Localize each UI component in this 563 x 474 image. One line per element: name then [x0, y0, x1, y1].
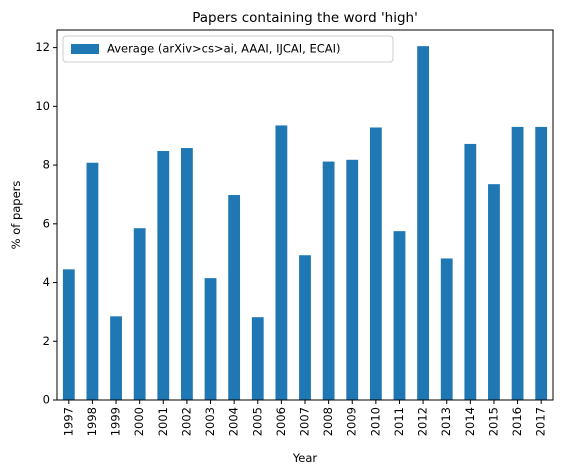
plot-frame — [56, 29, 554, 401]
x-tick-label: 2009 — [345, 407, 359, 436]
x-tick-label: 2001 — [156, 407, 170, 436]
y-tick-label: 8 — [43, 158, 50, 172]
y-tick-label: 4 — [43, 275, 50, 289]
x-tick-label: 2006 — [274, 407, 288, 436]
bar-1999 — [110, 316, 122, 400]
x-tick-label: 2017 — [534, 407, 548, 436]
bar-2015 — [488, 184, 500, 400]
y-tick-label: 6 — [43, 216, 50, 230]
bar-2007 — [299, 255, 311, 400]
bar-2014 — [464, 143, 477, 400]
x-axis-ticks: 1997 1998 1999 2000 2001 2002 2003 2004 2005 2006… — [61, 400, 548, 436]
y-axis-label: % of papers — [9, 181, 23, 250]
bar-2012 — [417, 46, 429, 401]
x-tick-label: 2010 — [368, 407, 382, 436]
bar-2009 — [346, 159, 359, 400]
bar-2010 — [369, 127, 382, 400]
x-tick-label: 2016 — [510, 407, 524, 436]
x-tick-label: 2004 — [227, 407, 241, 436]
bar-2008 — [322, 161, 335, 400]
bar-2000 — [133, 228, 146, 400]
x-tick-label: 2015 — [486, 407, 500, 436]
x-tick-label: 2007 — [298, 407, 312, 436]
legend-box — [62, 35, 394, 63]
x-tick-label: 1998 — [85, 407, 99, 436]
y-tick-label: 10 — [35, 99, 50, 113]
bar-1998 — [86, 162, 99, 400]
x-tick-label: 2000 — [132, 407, 146, 436]
bar-1997 — [62, 269, 75, 400]
x-tick-label: 2003 — [203, 407, 217, 436]
y-axis-ticks: 0 2 4 6 8 10 12 — [35, 40, 57, 407]
bar-2013 — [440, 258, 453, 400]
chart-title: Papers containing the word 'high' — [192, 10, 418, 26]
x-tick-label: 2013 — [439, 407, 453, 436]
bars-group — [62, 46, 548, 401]
bar-2006 — [275, 125, 288, 400]
x-tick-label: 1997 — [61, 407, 75, 436]
x-tick-label: 2012 — [416, 407, 430, 436]
x-axis-label: Year — [292, 451, 318, 465]
bar-2004 — [228, 195, 241, 400]
bar-2016 — [511, 126, 524, 401]
bar-2005 — [251, 317, 264, 400]
bar-2011 — [393, 231, 406, 400]
x-tick-label: 2014 — [463, 407, 477, 436]
legend-label: Average (arXiv>cs>ai, AAAI, IJCAI, ECAI) — [107, 42, 341, 56]
y-tick-label: 12 — [35, 40, 50, 54]
legend: Average (arXiv>cs>ai, AAAI, IJCAI, ECAI) — [62, 35, 394, 63]
bar-2002 — [181, 148, 193, 400]
bar-2017 — [535, 126, 548, 401]
x-tick-label: 2008 — [321, 407, 335, 436]
x-tick-label: 2011 — [392, 407, 406, 436]
legend-swatch — [71, 44, 99, 54]
y-tick-label: 0 — [43, 393, 50, 407]
x-tick-label: 1999 — [109, 407, 123, 436]
x-tick-label: 2005 — [250, 407, 264, 436]
x-tick-label: 2002 — [179, 407, 193, 436]
bar-2001 — [157, 150, 170, 400]
bar-2003 — [204, 278, 217, 400]
y-tick-label: 2 — [43, 334, 50, 348]
